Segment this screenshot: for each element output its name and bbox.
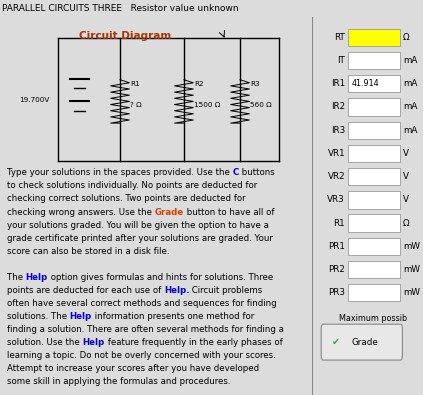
Text: Circuit Diagram: Circuit Diagram — [79, 30, 171, 41]
Text: mA: mA — [403, 79, 418, 88]
Text: R3: R3 — [250, 81, 260, 87]
Text: R1: R1 — [130, 81, 140, 87]
Text: grade certificate printed after your solutions are graded. Your: grade certificate printed after your sol… — [7, 233, 273, 243]
Text: finding a solution. There are often several methods for finding a: finding a solution. There are often seve… — [7, 325, 284, 334]
Text: 41.914: 41.914 — [352, 79, 379, 88]
Text: checking correct solutions. Two points are deducted for: checking correct solutions. Two points a… — [7, 194, 245, 203]
Text: Help: Help — [82, 338, 104, 347]
Text: Circuit problems: Circuit problems — [190, 286, 263, 295]
Text: checking wrong answers. Use the: checking wrong answers. Use the — [7, 207, 155, 216]
Text: 560 Ω: 560 Ω — [250, 102, 272, 108]
Text: PR2: PR2 — [328, 265, 345, 274]
Text: VR2: VR2 — [327, 172, 345, 181]
Text: Type your solutions in the spaces provided. Use the: Type your solutions in the spaces provid… — [7, 168, 233, 177]
Text: Help: Help — [70, 312, 92, 321]
Text: your solutions graded. You will be given the option to have a: your solutions graded. You will be given… — [7, 220, 269, 229]
Text: VR1: VR1 — [327, 149, 345, 158]
Text: information presents one method for: information presents one method for — [92, 312, 254, 321]
Text: Grade: Grade — [352, 338, 379, 347]
Text: V: V — [403, 172, 409, 181]
Text: score can also be stored in a disk file.: score can also be stored in a disk file. — [7, 246, 169, 256]
Text: ? Ω: ? Ω — [130, 102, 142, 108]
Text: buttons: buttons — [239, 168, 275, 177]
FancyBboxPatch shape — [349, 238, 400, 255]
Text: IR3: IR3 — [331, 126, 345, 135]
Text: to check solutions individually. No points are deducted for: to check solutions individually. No poin… — [7, 181, 257, 190]
FancyBboxPatch shape — [349, 145, 400, 162]
Text: Maximum possib: Maximum possib — [339, 314, 407, 323]
Text: 19.700V: 19.700V — [19, 96, 49, 103]
Text: R2: R2 — [194, 81, 203, 87]
Text: V: V — [403, 149, 409, 158]
Text: PR1: PR1 — [328, 242, 345, 251]
Text: mA: mA — [403, 102, 418, 111]
Text: VR3: VR3 — [327, 196, 345, 204]
FancyBboxPatch shape — [349, 122, 400, 139]
Text: Ω: Ω — [403, 218, 409, 228]
Text: often have several correct methods and sequences for finding: often have several correct methods and s… — [7, 299, 277, 308]
Text: The: The — [7, 273, 26, 282]
Text: some skill in applying the formulas and procedures.: some skill in applying the formulas and … — [7, 377, 231, 386]
Text: 1500 Ω: 1500 Ω — [194, 102, 220, 108]
Text: Ω: Ω — [403, 33, 409, 42]
Text: V: V — [403, 196, 409, 204]
Text: Attempt to increase your scores after you have developed: Attempt to increase your scores after yo… — [7, 364, 259, 373]
Text: R1: R1 — [333, 218, 345, 228]
FancyBboxPatch shape — [349, 28, 400, 46]
Text: Help.: Help. — [164, 286, 190, 295]
Text: Grade: Grade — [155, 207, 184, 216]
Text: solution. Use the: solution. Use the — [7, 338, 82, 347]
Text: mW: mW — [403, 288, 420, 297]
Text: RT: RT — [334, 33, 345, 42]
Text: PARALLEL CIRCUITS THREE   Resistor value unknown: PARALLEL CIRCUITS THREE Resistor value u… — [2, 4, 239, 13]
Text: PR3: PR3 — [328, 288, 345, 297]
Text: C: C — [233, 168, 239, 177]
FancyBboxPatch shape — [349, 191, 400, 209]
Text: IT: IT — [337, 56, 345, 65]
FancyBboxPatch shape — [349, 168, 400, 185]
Text: mA: mA — [403, 126, 418, 135]
Text: button to have all of: button to have all of — [184, 207, 274, 216]
Text: option gives formulas and hints for solutions. Three: option gives formulas and hints for solu… — [48, 273, 273, 282]
Text: mW: mW — [403, 265, 420, 274]
FancyBboxPatch shape — [349, 261, 400, 278]
Text: IR1: IR1 — [331, 79, 345, 88]
Text: ✔: ✔ — [332, 337, 340, 347]
Text: mA: mA — [403, 56, 418, 65]
FancyBboxPatch shape — [349, 75, 400, 92]
Text: solutions. The: solutions. The — [7, 312, 70, 321]
Text: Help: Help — [26, 273, 48, 282]
FancyBboxPatch shape — [321, 324, 402, 360]
FancyBboxPatch shape — [349, 214, 400, 232]
FancyBboxPatch shape — [349, 98, 400, 116]
Text: learning a topic. Do not be overly concerned with your scores.: learning a topic. Do not be overly conce… — [7, 351, 276, 360]
Text: points are deducted for each use of: points are deducted for each use of — [7, 286, 164, 295]
Text: feature frequently in the early phases of: feature frequently in the early phases o… — [104, 338, 283, 347]
Text: IR2: IR2 — [331, 102, 345, 111]
FancyBboxPatch shape — [349, 52, 400, 69]
Text: mW: mW — [403, 242, 420, 251]
FancyBboxPatch shape — [349, 284, 400, 301]
